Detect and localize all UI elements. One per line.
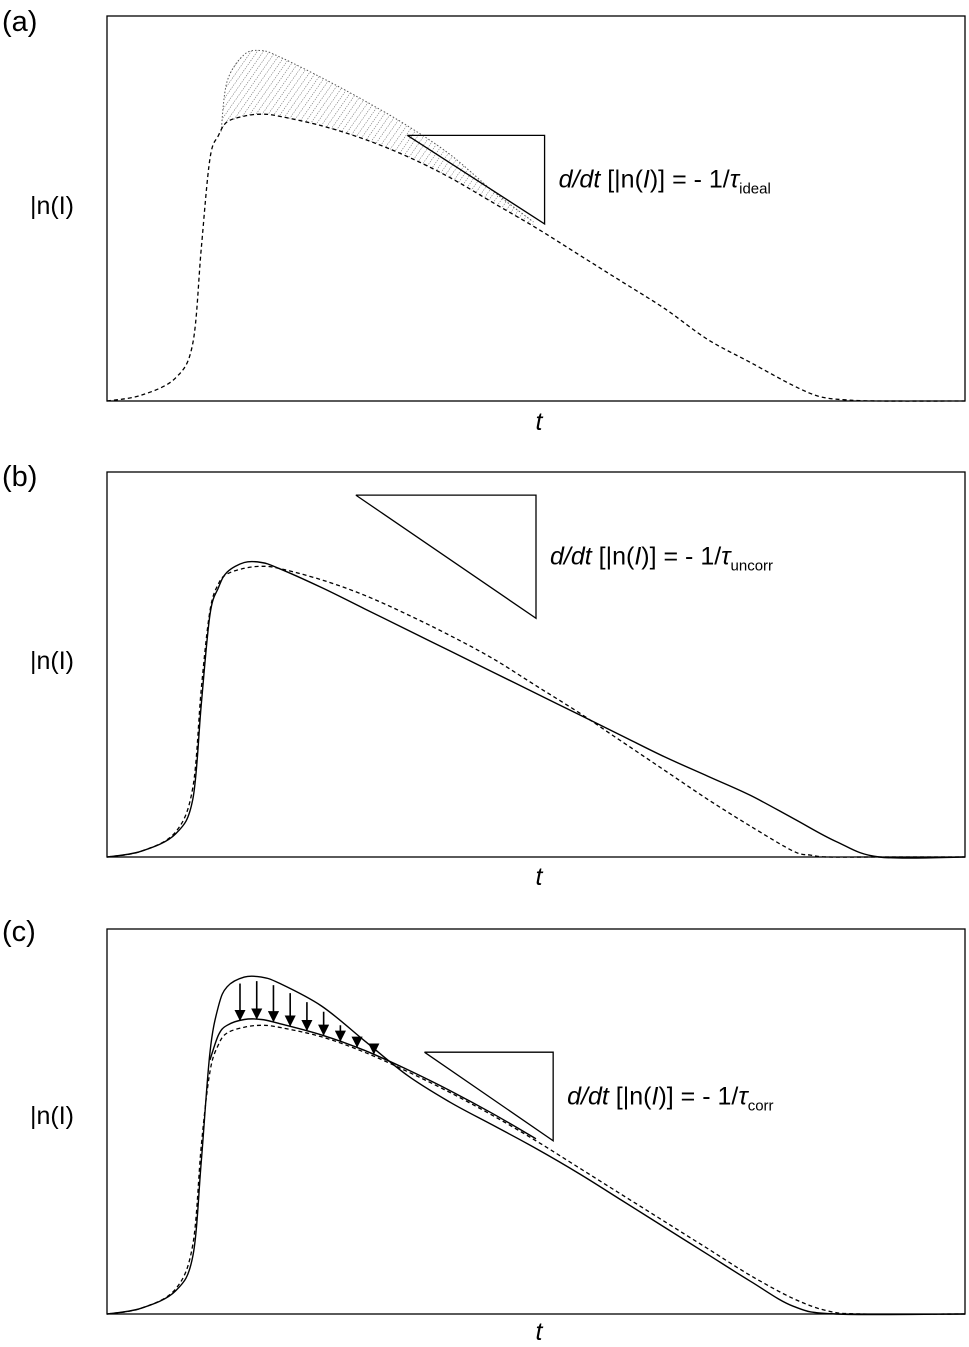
- series-line-3: [106, 1024, 966, 1315]
- series-line-2: [106, 565, 965, 858]
- chart-panel-a: (a) |n(I) t d/dt [|n(I)] = - 1/τideal: [2, 6, 966, 436]
- series-line-1: [106, 975, 966, 1316]
- chart-panel-c: (c) |n(I) t d/dt [|n(I)] = - 1/τcorr: [2, 916, 966, 1346]
- slope-annotation: d/dt [|n(I)] = - 1/τuncorr: [550, 543, 773, 575]
- series-line-1: [106, 560, 966, 859]
- plot-frame: [106, 471, 966, 858]
- x-axis-label: t: [536, 1318, 544, 1346]
- slope-annotation: d/dt [|n(I)] = - 1/τcorr: [567, 1082, 773, 1114]
- panel-label: (b): [2, 461, 37, 493]
- x-axis-label: t: [536, 408, 544, 436]
- plot-frame: [106, 15, 966, 402]
- panel-label: (c): [2, 916, 36, 948]
- series-line-2: [220, 49, 534, 223]
- plot-frame: [106, 928, 966, 1315]
- series-line-1: [106, 113, 966, 402]
- y-axis-label: |n(I): [30, 192, 74, 220]
- series-line-2: [209, 1018, 537, 1140]
- panel-label: (a): [2, 6, 37, 38]
- y-axis-label: |n(I): [30, 1102, 74, 1130]
- slope-triangle: [424, 1051, 554, 1142]
- slope-annotation: d/dt [|n(I)] = - 1/τideal: [559, 166, 771, 198]
- chart-panel-b: (b) |n(I) t d/dt [|n(I)] = - 1/τuncorr: [2, 461, 966, 891]
- x-axis-label: t: [536, 863, 544, 891]
- slope-triangle: [406, 134, 546, 226]
- y-axis-label: |n(I): [30, 647, 74, 675]
- slope-triangle: [355, 494, 537, 620]
- shaded-region: [221, 50, 534, 227]
